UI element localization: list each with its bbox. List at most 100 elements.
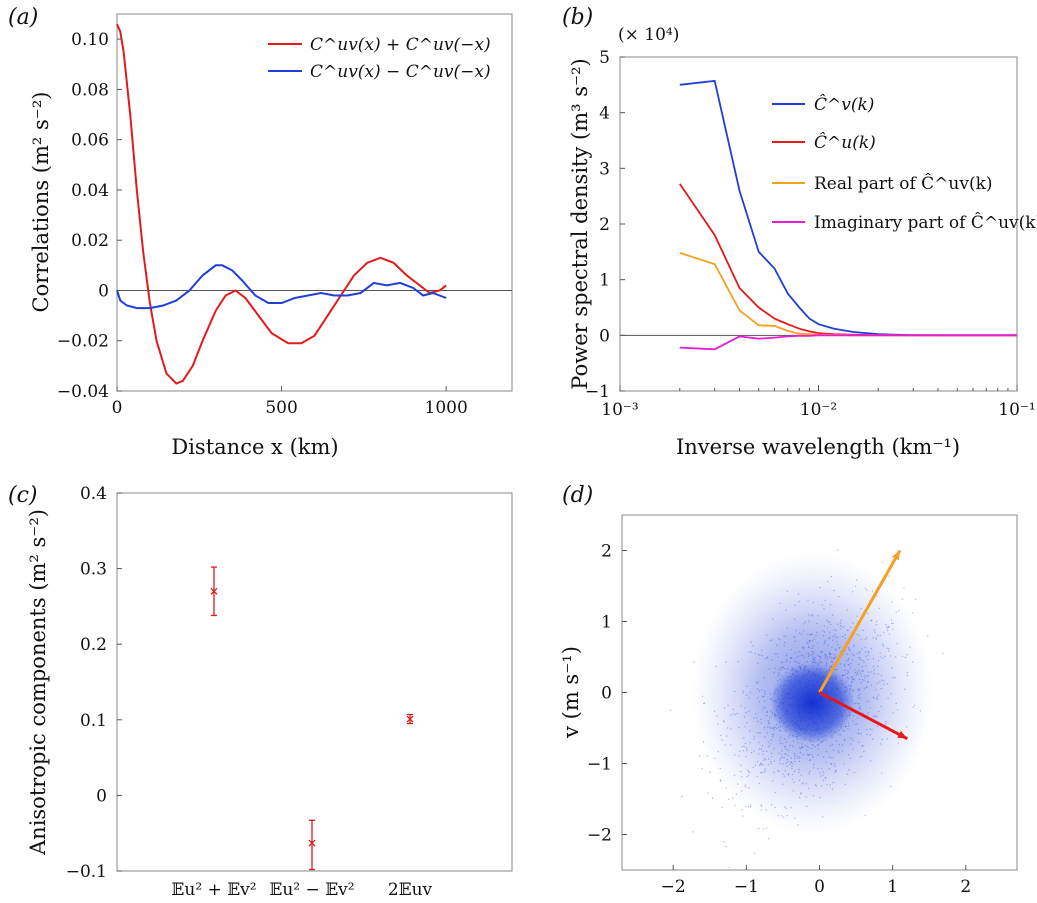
- scatter-point: [911, 612, 914, 614]
- scatter-point: [877, 634, 879, 637]
- scatter-point: [764, 758, 767, 761]
- scatter-point: [743, 737, 745, 739]
- scatter-point: [757, 688, 759, 690]
- scatter-point: [839, 646, 841, 648]
- scatter-point: [762, 764, 764, 766]
- scatter-point: [767, 720, 769, 722]
- scatter-point: [824, 656, 827, 658]
- scatter-point: [745, 806, 747, 808]
- scatter-point: [809, 754, 811, 756]
- scatter-point: [838, 743, 840, 746]
- scatter-point: [702, 741, 705, 743]
- x-tick-label: 0: [814, 877, 825, 897]
- scatter-point: [767, 656, 769, 658]
- data-point-marker: [210, 587, 218, 595]
- scatter-point: [856, 674, 858, 676]
- scatter-point: [865, 655, 867, 657]
- scatter-point: [857, 708, 860, 710]
- scatter-point: [852, 720, 854, 722]
- scatter-point: [872, 696, 875, 698]
- scatter-point: [818, 662, 820, 664]
- scatter-point: [828, 621, 830, 623]
- scatter-point: [783, 668, 785, 670]
- scatter-point: [749, 806, 752, 808]
- scatter-point: [827, 644, 829, 646]
- scatter-point: [829, 744, 832, 747]
- scatter-point: [844, 669, 846, 671]
- panel-c: (c) −0.1 0 0.1 0.2 0.3 0.4 𝔼u² + 𝔼v² 𝔼u² − 𝔼v²…: [8, 483, 513, 900]
- scatter-point: [785, 741, 787, 743]
- scatter-point: [820, 785, 823, 787]
- scatter-point: [748, 730, 751, 732]
- panel-a-series: [116, 23, 447, 385]
- x-tick-label: 10⁻¹: [998, 400, 1035, 420]
- series-line-1: [679, 183, 1017, 337]
- scatter-point: [835, 649, 837, 651]
- scatter-point: [791, 763, 793, 765]
- scatter-point: [876, 682, 878, 684]
- scatter-point: [792, 745, 794, 747]
- scatter-point: [714, 757, 716, 760]
- scatter-point: [728, 798, 730, 800]
- scatter-point: [878, 710, 880, 713]
- scatter-point: [840, 734, 842, 736]
- scatter-point: [791, 765, 793, 767]
- scatter-point: [773, 760, 776, 762]
- scatter-point: [828, 637, 830, 640]
- scatter-point: [758, 782, 760, 785]
- scatter-point: [812, 658, 815, 660]
- scatter-point: [756, 775, 759, 778]
- scatter-point: [761, 689, 763, 691]
- scatter-point: [851, 680, 853, 683]
- scatter-point: [852, 622, 854, 624]
- scatter-point: [769, 640, 771, 642]
- scatter-point: [824, 776, 826, 779]
- scatter-point: [763, 700, 766, 702]
- scatter-point: [777, 656, 779, 658]
- y-tick-label: 5: [599, 48, 610, 68]
- scatter-point: [874, 715, 876, 718]
- scatter-point: [875, 638, 877, 641]
- scatter-point: [764, 707, 766, 709]
- scatter-point: [872, 715, 875, 718]
- scatter-point: [858, 656, 860, 659]
- scatter-point: [817, 748, 819, 750]
- scatter-point: [870, 647, 872, 650]
- scatter-point: [813, 651, 815, 654]
- scatter-point: [798, 632, 801, 634]
- scatter-point: [870, 619, 872, 622]
- scatter-point: [811, 647, 813, 649]
- scatter-point: [798, 779, 801, 782]
- scatter-point: [748, 651, 751, 653]
- scatter-point: [860, 607, 862, 610]
- scatter-point: [816, 622, 818, 625]
- scatter-point: [763, 706, 765, 708]
- scatter-point: [781, 742, 783, 744]
- scatter-point: [776, 727, 778, 730]
- scatter-point: [723, 721, 725, 723]
- scatter-point: [890, 619, 893, 621]
- scatter-point: [912, 661, 914, 663]
- scatter-point: [728, 866, 731, 868]
- scatter-point: [786, 765, 788, 767]
- scatter-point: [719, 767, 721, 770]
- scatter-point: [860, 638, 863, 641]
- scatter-point: [821, 661, 823, 664]
- scatter-point: [860, 682, 862, 684]
- scatter-point: [807, 654, 810, 656]
- scatter-point: [742, 690, 745, 692]
- scatter-point: [864, 587, 867, 589]
- scatter-point: [754, 652, 756, 655]
- panel-c-label: (c): [8, 483, 38, 508]
- y-tick-label: 0.08: [71, 80, 109, 100]
- scatter-point: [809, 634, 811, 636]
- scatter-point: [859, 659, 862, 661]
- legend-entry-imag: Imaginary part of Ĉ^uv(k): [814, 212, 1037, 233]
- scatter-point: [872, 665, 875, 668]
- scatter-point: [849, 649, 851, 652]
- scatter-point: [777, 815, 779, 817]
- scatter-point: [814, 784, 817, 786]
- scatter-point: [869, 707, 872, 709]
- scatter-point: [864, 675, 866, 677]
- scatter-point: [854, 672, 857, 674]
